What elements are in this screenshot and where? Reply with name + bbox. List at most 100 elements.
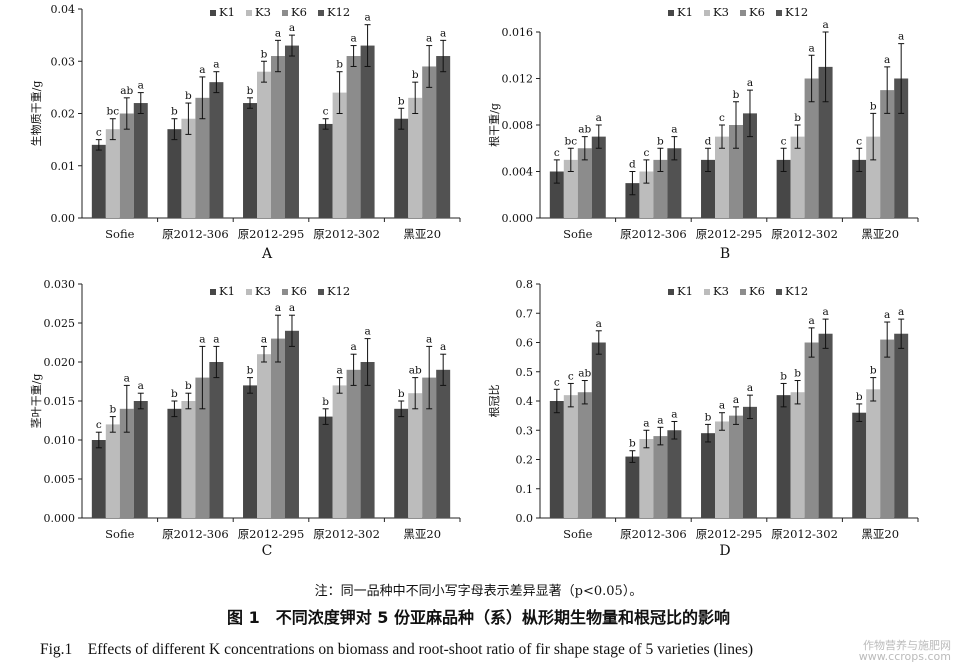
panel-c-legend-label: K1 <box>219 284 235 298</box>
panel-d-bar-k12 <box>591 342 606 518</box>
panel-a-bar-k1 <box>91 144 106 218</box>
panel-c-y-tick-label: 0.000 <box>44 512 76 525</box>
panel-c-bar-k6 <box>346 369 361 518</box>
panel-d-bar-k12 <box>742 406 757 518</box>
panel-d-label: D <box>719 543 730 559</box>
panel-d-y-tick-label: 0.1 <box>516 483 534 496</box>
panel-b-bar-k3 <box>563 159 578 218</box>
panel-d-significance-letter: a <box>657 414 663 426</box>
panel-b-x-tick-label: 原2012-306 <box>620 227 687 241</box>
panel-b-significance-letter: b <box>794 112 801 124</box>
watermark: 作物营养与施肥网 www.ccrops.com <box>859 640 951 662</box>
panel-a-legend-label: K12 <box>327 5 350 19</box>
panel-c-x-tick-label: 原2012-306 <box>162 527 229 541</box>
panel-d-legend-swatch <box>668 289 674 295</box>
panel-b-significance-letter: c <box>856 135 862 147</box>
panel-a-significance-letter: c <box>323 106 329 118</box>
panel-d-significance-letter: a <box>643 417 649 429</box>
panel-b-legend-swatch <box>668 10 674 16</box>
panel-a-significance-letter: a <box>364 12 370 24</box>
panel-d-x-tick-label: 原2012-302 <box>771 527 838 541</box>
panel-b-bar-k12 <box>742 113 757 218</box>
panel-d-significance-letter: b <box>780 370 787 382</box>
panel-c-bar-k12 <box>209 362 224 518</box>
panel-d-bar-k1 <box>852 412 867 518</box>
panel-b-y-tick-label: 0.016 <box>502 26 534 39</box>
panel-d-y-tick-label: 0.3 <box>516 424 534 437</box>
panel-a-significance-letter: a <box>275 27 281 39</box>
panel-a-legend-label: K1 <box>219 5 235 19</box>
panel-c-significance-letter: b <box>185 380 192 392</box>
panel-b-bar-k12 <box>894 78 909 218</box>
panel-b-x-tick-label: Sofie <box>563 227 592 241</box>
panel-a-significance-letter: a <box>138 80 144 92</box>
panel-a-x-tick-label: Sofie <box>105 227 134 241</box>
panel-b-significance-letter: a <box>747 77 753 89</box>
panel-b-significance-letter: d <box>705 135 712 147</box>
panel-d-bar-k1 <box>701 433 716 518</box>
panel-d-significance-letter: a <box>733 394 739 406</box>
panel-d-significance-letter: b <box>856 391 863 403</box>
panel-c-legend-swatch <box>246 289 252 295</box>
panel-a-y-tick-label: 0.00 <box>51 212 76 225</box>
panel-a-significance-letter: a <box>289 22 295 34</box>
panel-a-x-tick-label: 黑亚20 <box>403 227 441 241</box>
panel-b-significance-letter: c <box>781 135 787 147</box>
panel-d-bar-k12 <box>818 333 833 518</box>
panel-c-y-tick-label: 0.005 <box>44 473 76 486</box>
panel-d-y-tick-label: 0.7 <box>516 307 534 320</box>
panel-c-bar-k12 <box>360 362 375 518</box>
panel-d-legend-label: K3 <box>713 284 729 298</box>
panel-c-legend-label: K12 <box>327 284 350 298</box>
panel-c-x-tick-label: Sofie <box>105 527 134 541</box>
panel-d-y-tick-label: 0.8 <box>516 278 534 291</box>
panel-c-bar-k1 <box>318 416 333 518</box>
panel-c-significance-letter: a <box>213 333 219 345</box>
panel-b-bar-k6 <box>804 78 819 218</box>
panel-a-bar-k1 <box>243 103 258 218</box>
panel-a-significance-letter: bc <box>107 106 120 118</box>
panel-b-bar-k1 <box>776 159 791 218</box>
panel-d-y-tick-label: 0.2 <box>516 454 534 467</box>
panel-c-significance-letter: a <box>426 333 432 345</box>
panel-c-y-tick-label: 0.025 <box>44 317 76 330</box>
panel-d-y-tick-label: 0.6 <box>516 337 534 350</box>
panel-c-y-tick-label: 0.015 <box>44 395 76 408</box>
panel-d-y-tick-label: 0.0 <box>516 512 534 525</box>
panel-b-legend-label: K3 <box>713 5 729 19</box>
panel-c-significance-letter: a <box>440 341 446 353</box>
panel-b-bar-k6 <box>729 125 743 218</box>
panel-d-legend-label: K12 <box>785 284 808 298</box>
panel-c-x-tick-label: 原2012-295 <box>238 527 305 541</box>
panel-c-significance-letter: a <box>199 333 205 345</box>
panel-d-significance-letter: b <box>870 365 877 377</box>
panel-d-x-tick-label: Sofie <box>563 527 592 541</box>
panel-b-bar-k3 <box>866 136 881 218</box>
panel-d-significance-letter: b <box>794 368 801 380</box>
panel-a-significance-letter: a <box>440 27 446 39</box>
panel-a-legend-label: K6 <box>291 5 307 19</box>
panel-c-significance-letter: a <box>275 302 281 314</box>
panel-c-bar-k3 <box>257 354 271 518</box>
panel-a-bar-k6 <box>422 66 437 218</box>
panel-d-legend-swatch <box>740 289 746 295</box>
panel-c-bar-k3 <box>181 401 196 518</box>
panel-b-x-tick-label: 原2012-295 <box>696 227 763 241</box>
panel-b-significance-letter: a <box>884 54 890 66</box>
panel-a-bar-k6 <box>119 113 134 218</box>
panel-d-significance-letter: a <box>822 306 828 318</box>
panel-b-significance-letter: c <box>643 147 649 159</box>
panel-a-legend-swatch <box>246 10 252 16</box>
panel-b-significance-letter: bc <box>565 135 578 147</box>
panel-a-legend-swatch <box>210 10 216 16</box>
panel-b-legend-label: K6 <box>749 5 765 19</box>
panel-c-legend-swatch <box>318 289 324 295</box>
panel-c-y-tick-label: 0.010 <box>44 434 76 447</box>
panel-d-legend-swatch <box>776 289 782 295</box>
panel-c-significance-letter: a <box>138 380 144 392</box>
panel-d-bar-k1 <box>625 456 640 518</box>
panel-c-bar-k6 <box>195 377 210 518</box>
panel-a-significance-letter: ab <box>120 85 133 97</box>
panel-d-y-axis-title: 根冠比 <box>487 385 501 418</box>
panel-b-bar-k6 <box>880 90 895 218</box>
